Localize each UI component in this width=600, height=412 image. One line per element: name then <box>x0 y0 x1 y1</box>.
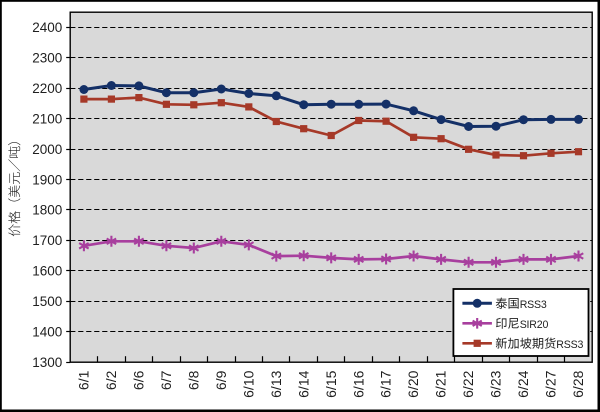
svg-text:6/16: 6/16 <box>350 370 366 397</box>
svg-text:6/9: 6/9 <box>213 370 229 390</box>
svg-text:6/23: 6/23 <box>488 370 504 397</box>
svg-text:6/6: 6/6 <box>131 370 147 390</box>
svg-text:2200: 2200 <box>32 81 62 96</box>
svg-text:6/20: 6/20 <box>405 370 421 397</box>
svg-text:6/14: 6/14 <box>295 370 311 397</box>
svg-text:2300: 2300 <box>32 51 62 66</box>
svg-text:6/8: 6/8 <box>185 370 201 390</box>
svg-text:6/22: 6/22 <box>460 370 476 397</box>
svg-text:1700: 1700 <box>32 233 62 248</box>
svg-text:SIR20: SIR20 <box>520 319 549 331</box>
svg-text:6/7: 6/7 <box>158 370 174 390</box>
svg-text:1600: 1600 <box>32 264 62 279</box>
svg-text:1800: 1800 <box>32 203 62 218</box>
svg-text:1500: 1500 <box>32 294 62 309</box>
svg-text:6/17: 6/17 <box>378 370 394 397</box>
svg-text:6/24: 6/24 <box>515 370 531 397</box>
svg-text:2400: 2400 <box>32 20 62 35</box>
svg-text:6/21: 6/21 <box>433 370 449 397</box>
svg-text:6/1: 6/1 <box>76 370 92 390</box>
svg-text:6/2: 6/2 <box>103 370 119 390</box>
svg-text:6/10: 6/10 <box>240 370 256 397</box>
svg-text:1300: 1300 <box>32 355 62 370</box>
svg-text:RSS3: RSS3 <box>556 339 583 351</box>
svg-text:6/15: 6/15 <box>323 370 339 397</box>
svg-text:6/27: 6/27 <box>543 370 559 397</box>
svg-text:RSS3: RSS3 <box>520 299 547 311</box>
svg-text:2000: 2000 <box>32 142 62 157</box>
svg-text:6/28: 6/28 <box>570 370 586 397</box>
svg-text:1400: 1400 <box>32 325 62 340</box>
svg-text:1900: 1900 <box>32 172 62 187</box>
svg-text:2100: 2100 <box>32 111 62 126</box>
svg-text:6/13: 6/13 <box>268 370 284 397</box>
